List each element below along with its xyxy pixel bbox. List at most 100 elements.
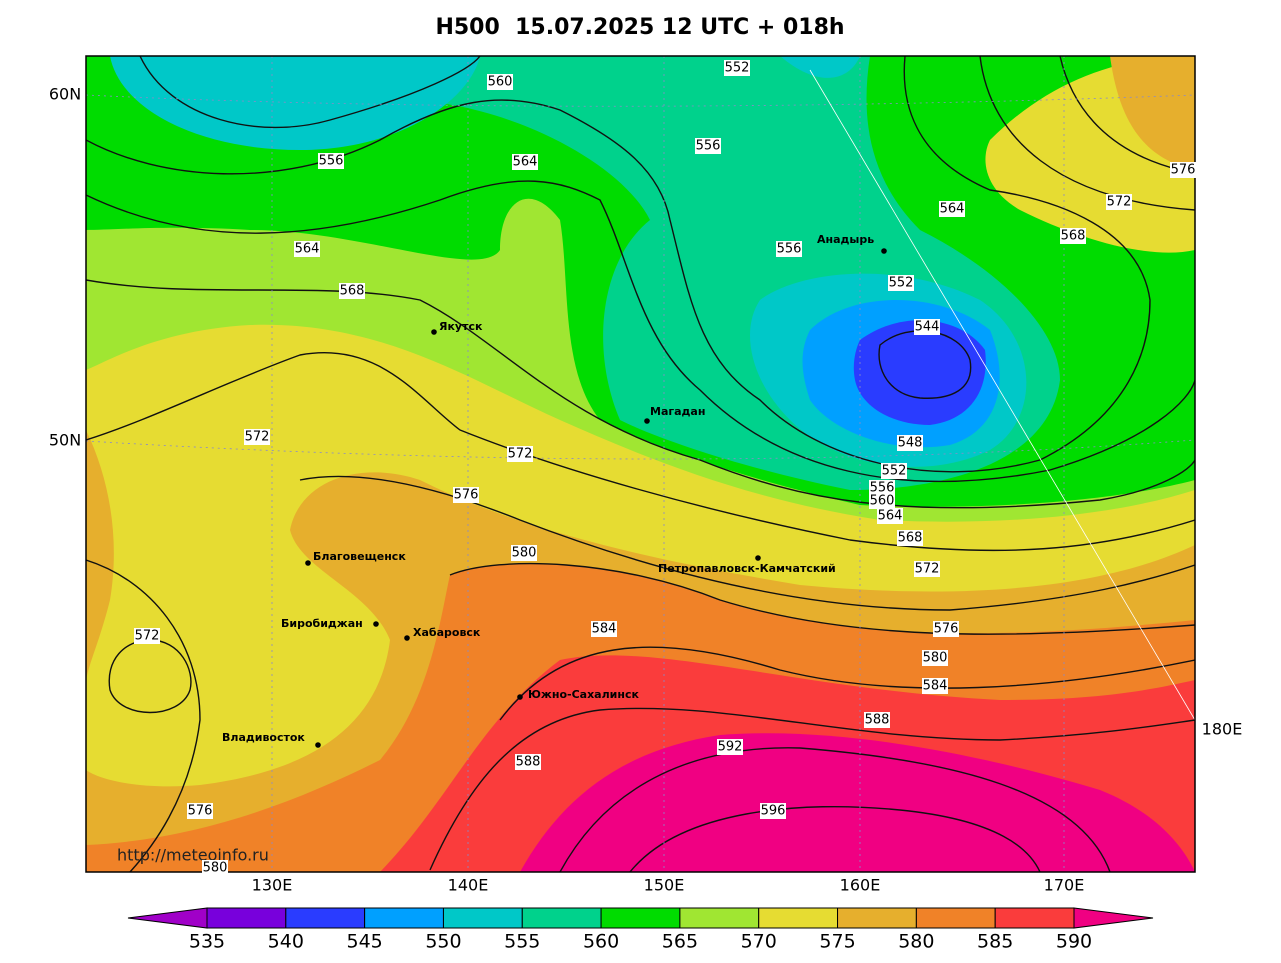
contour-label-box — [724, 60, 750, 76]
colorbar-label: 550 — [425, 931, 461, 953]
colorbar-arrow — [127, 907, 208, 929]
contour-label-box — [881, 463, 907, 479]
colorbar-box — [285, 907, 366, 929]
colorbar-label: 555 — [504, 931, 540, 953]
colorbar-label: 585 — [977, 931, 1013, 953]
colorbar-box — [206, 907, 287, 929]
city-dot — [644, 418, 650, 424]
contour-label-box — [511, 545, 537, 561]
contour-label-box — [922, 678, 948, 694]
city-dot — [404, 635, 410, 641]
contour-label-box — [914, 561, 940, 577]
colorbar-label: 565 — [662, 931, 698, 953]
colorbar-label: 540 — [268, 931, 304, 953]
contour-label-box — [134, 628, 160, 644]
city-label: Владивосток — [222, 731, 305, 744]
contour-label: 580 — [512, 546, 537, 561]
map-area — [86, 56, 1195, 872]
contour-label-box — [487, 74, 513, 90]
colorbar-box — [600, 907, 681, 929]
contour-label: 564 — [940, 202, 965, 217]
contour-label: 560 — [870, 494, 895, 509]
contour-label-box — [717, 739, 743, 755]
contour-label-box — [897, 530, 923, 546]
city-dot — [373, 621, 379, 627]
contour-label: 568 — [898, 531, 923, 546]
contour-label-box — [888, 275, 914, 291]
city-dot — [881, 248, 887, 254]
lon-label: 150E — [644, 876, 685, 895]
lon-label: 140E — [448, 876, 489, 895]
city-label: Биробиджан — [281, 617, 363, 630]
contour-label-box — [512, 154, 538, 170]
colorbar-box — [915, 907, 996, 929]
contour-label: 576 — [1171, 163, 1196, 178]
graticule — [86, 56, 1195, 872]
city-label: Хабаровск — [413, 626, 481, 639]
contour-label-box — [202, 860, 228, 876]
contour-label: 572 — [135, 629, 160, 644]
contour-label: 576 — [454, 488, 479, 503]
contour-label-box — [897, 435, 923, 451]
colorbar-label: 535 — [189, 931, 225, 953]
city-label: Петропавловск-Камчатский — [658, 562, 836, 575]
contour-label-box — [695, 138, 721, 154]
colorbar-arrow — [1073, 907, 1154, 929]
colorbar-box — [364, 907, 444, 929]
colorbar-label: 560 — [583, 931, 619, 953]
lon-label: 130E — [252, 876, 293, 895]
colorbar-box — [679, 907, 760, 929]
contour-label: 568 — [1061, 229, 1086, 244]
colorbar-label: 570 — [741, 931, 777, 953]
contour-label: 564 — [295, 242, 320, 257]
contour-label: 572 — [245, 430, 270, 445]
city-dot — [315, 742, 321, 748]
contour-label-box — [877, 508, 903, 524]
colorbar-box — [521, 907, 602, 929]
contour-label-box — [507, 446, 533, 462]
city-label: Южно-Сахалинск — [528, 688, 639, 701]
colorbar-box — [994, 907, 1075, 929]
city-label: Якутск — [439, 320, 483, 333]
contour-label: 544 — [915, 320, 940, 335]
labels: 60N 50N 130E 140E 150E 160E 170E 180E Анадырь Яку… — [49, 60, 1242, 953]
colorbar-box — [758, 907, 839, 929]
contour-label: 572 — [915, 562, 940, 577]
lon-label: 160E — [840, 876, 881, 895]
lat-label: 60N — [49, 85, 81, 104]
contour-label-box — [1060, 228, 1086, 244]
city-dot — [431, 329, 437, 335]
contour-label-box — [760, 803, 786, 819]
contour-label: 564 — [513, 155, 538, 170]
contour-label: 556 — [319, 154, 344, 169]
contour-label: 552 — [725, 61, 750, 76]
city-dot — [305, 560, 311, 566]
contour-label: 556 — [870, 481, 895, 496]
city-label: Благовещенск — [313, 550, 406, 563]
contour-label-box — [187, 803, 213, 819]
lon-label: 180E — [1202, 720, 1243, 739]
contour-label: 588 — [516, 755, 541, 770]
contour-label: 580 — [923, 651, 948, 666]
contour-label-box — [339, 283, 365, 299]
contour-label-box — [1170, 162, 1196, 178]
contour-label: 556 — [777, 242, 802, 257]
contour-lines — [86, 56, 1195, 872]
contour-label-box — [591, 621, 617, 637]
contour-label: 596 — [761, 804, 786, 819]
colorbar-label: 545 — [347, 931, 383, 953]
contour-label: 576 — [188, 804, 213, 819]
contour-label-box — [244, 429, 270, 445]
map-frame — [85, 55, 1196, 873]
contour-label-box — [869, 480, 895, 496]
colorbar-label: 580 — [898, 931, 934, 953]
colorbar-box — [442, 907, 523, 929]
contour-label: 556 — [696, 139, 721, 154]
contour-label-box — [922, 650, 948, 666]
city-label: Магадан — [650, 405, 705, 418]
contour-label-box — [453, 487, 479, 503]
contour-label: 580 — [203, 861, 228, 876]
lon-label: 170E — [1044, 876, 1085, 895]
contour-label: 548 — [898, 436, 923, 451]
